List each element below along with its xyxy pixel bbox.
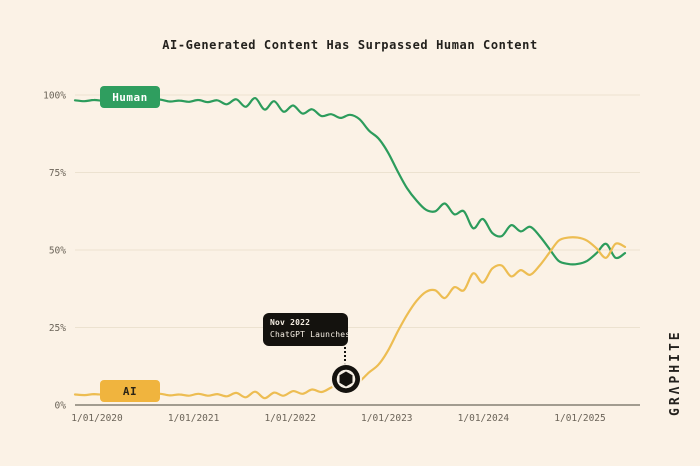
x-tick-label-2023: 1/01/2023 [361, 413, 412, 424]
x-tick-label-2022: 1/01/2022 [264, 413, 315, 424]
annotation-tooltip: Nov 2022 ChatGPT Launches [263, 313, 351, 346]
y-tick-label-50: 50% [49, 246, 66, 257]
ai-series-badge: AI [100, 380, 160, 402]
y-tick-label-75: 75% [49, 168, 66, 179]
y-tick-label-25: 25% [49, 323, 66, 334]
x-tick-label-2024: 1/01/2024 [458, 413, 510, 424]
y-tick-label-0: 0% [55, 401, 67, 412]
graphite-watermark: GRΛPHITE [668, 329, 683, 417]
x-tick-label-2021: 1/01/2021 [168, 413, 220, 424]
annotation-connector-line [344, 347, 346, 365]
x-tick-label-2025: 1/01/2025 [554, 413, 605, 424]
chart-title: AI-Generated Content Has Surpassed Human… [162, 38, 538, 52]
ai-series-label: AI [122, 384, 138, 398]
annotation-text: ChatGPT Launches [270, 329, 351, 339]
openai-logo-icon [336, 369, 356, 389]
human-line [73, 97, 627, 266]
annotation-date: Nov 2022 [270, 318, 311, 327]
annotation-marker [332, 365, 360, 393]
human-series-badge: Human [100, 86, 160, 108]
y-tick-label-100: 100% [43, 91, 66, 102]
human-series-label: Human [112, 90, 148, 104]
x-tick-label-2020: 1/01/2020 [71, 413, 123, 424]
